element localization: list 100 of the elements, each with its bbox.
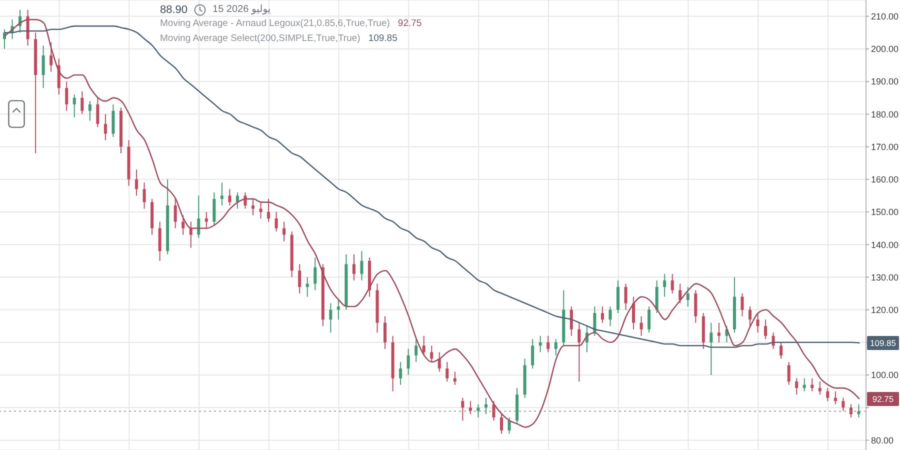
candlestick: [826, 388, 830, 402]
candlestick: [236, 192, 239, 210]
candlestick: [818, 381, 822, 396]
candlestick: [476, 404, 480, 418]
candlestick: [795, 378, 798, 396]
candlestick: [336, 300, 340, 320]
candlestick: [802, 378, 806, 392]
candlestick: [406, 348, 410, 376]
candlestick: [422, 335, 426, 356]
candlestick: [756, 312, 760, 334]
text: 109.85: [368, 33, 398, 44]
candlestick: [399, 361, 402, 386]
candlestick: [678, 283, 682, 304]
candlestick: [810, 378, 814, 392]
series-label: Moving Average Select(200,SIMPLE,True,True): [160, 33, 360, 44]
candlestick: [274, 211, 278, 232]
candlestick: [600, 306, 604, 324]
candlestick: [212, 192, 216, 226]
y-tick-label: 180.00: [871, 109, 899, 120]
candlestick: [244, 192, 247, 210]
text: 92.75: [398, 18, 422, 29]
candlestick: [694, 290, 698, 324]
candlestick: [259, 202, 262, 219]
candlestick: [570, 306, 573, 336]
candlestick: [42, 45, 45, 89]
candlestick: [531, 338, 534, 369]
y-tick-label: 150.00: [871, 207, 899, 218]
candlestick: [461, 397, 464, 422]
y-tick-label: 160.00: [871, 174, 899, 185]
candlestick: [663, 273, 666, 298]
data-label: 109.85: [870, 338, 896, 348]
candlestick: [484, 397, 488, 415]
candlestick: [446, 361, 449, 382]
candlestick: [267, 198, 270, 222]
candlestick: [298, 264, 302, 294]
candlestick: [764, 319, 768, 340]
annotation: 15 2026 يوليو: [212, 2, 271, 16]
candlestick: [624, 283, 628, 310]
y-tick-label: 130.00: [871, 272, 899, 282]
candlestick: [546, 335, 550, 353]
candlestick: [686, 286, 690, 308]
candlestick: [640, 316, 643, 336]
candlestick: [787, 361, 790, 386]
candlestick: [282, 221, 286, 242]
y-tick-label: 210.00: [871, 12, 899, 22]
candlestick: [748, 306, 752, 327]
candlestick: [453, 371, 456, 386]
candlestick: [616, 280, 620, 314]
candlestick: [849, 404, 852, 418]
candlestick: [857, 404, 860, 418]
y-tick-label: 190.00: [871, 76, 899, 87]
candlestick: [438, 352, 441, 372]
candlestick: [96, 97, 100, 128]
candlestick: [655, 280, 658, 314]
candlestick: [158, 221, 162, 262]
candlestick: [220, 182, 224, 206]
candlestick: [112, 104, 115, 138]
candlestick: [72, 94, 76, 118]
candlestick: [740, 292, 744, 317]
candlestick: [142, 182, 146, 210]
candlestick: [648, 306, 651, 334]
candlestick: [468, 400, 472, 415]
data-label: 92.75: [872, 394, 894, 404]
candlestick: [430, 345, 434, 362]
candlestick: [80, 90, 84, 115]
y-tick-label: 200.00: [871, 44, 899, 54]
candlestick: [104, 114, 107, 141]
y-tick-label: 170.00: [871, 142, 899, 152]
candlestick: [384, 316, 387, 350]
candlestick: [88, 100, 92, 122]
candlestick: [360, 250, 364, 281]
candlestick: [182, 214, 185, 236]
candlestick: [670, 273, 674, 294]
candlestick: [329, 302, 332, 334]
candlestick: [252, 198, 255, 216]
annotation: 88.90: [160, 2, 188, 16]
candlestick: [352, 254, 356, 281]
candlestick: [780, 342, 783, 360]
candlestick: [500, 414, 504, 434]
candlestick: [632, 296, 636, 330]
candlestick: [189, 221, 192, 248]
candlestick: [50, 42, 53, 72]
candlestick: [578, 322, 581, 382]
candlestick: [710, 322, 713, 376]
y-tick-label: 120.00: [871, 304, 899, 315]
candlestick: [135, 169, 138, 196]
candlestick: [717, 322, 720, 343]
candlestick: [842, 397, 845, 412]
candlestick: [174, 198, 177, 229]
text: Moving Average - Arnaud Legoux(21,0.85,6,True,True): [160, 18, 390, 29]
candlestick: [414, 338, 418, 362]
candlestick: [608, 306, 612, 327]
candlestick: [554, 338, 558, 356]
candlestick: [593, 306, 596, 336]
y-tick-label: 140.00: [871, 240, 899, 250]
candlestick: [508, 416, 511, 434]
y-tick-label: 100.00: [871, 370, 899, 380]
candlestick: [65, 81, 68, 112]
candlestick: [204, 211, 208, 229]
candlestick: [306, 276, 309, 298]
